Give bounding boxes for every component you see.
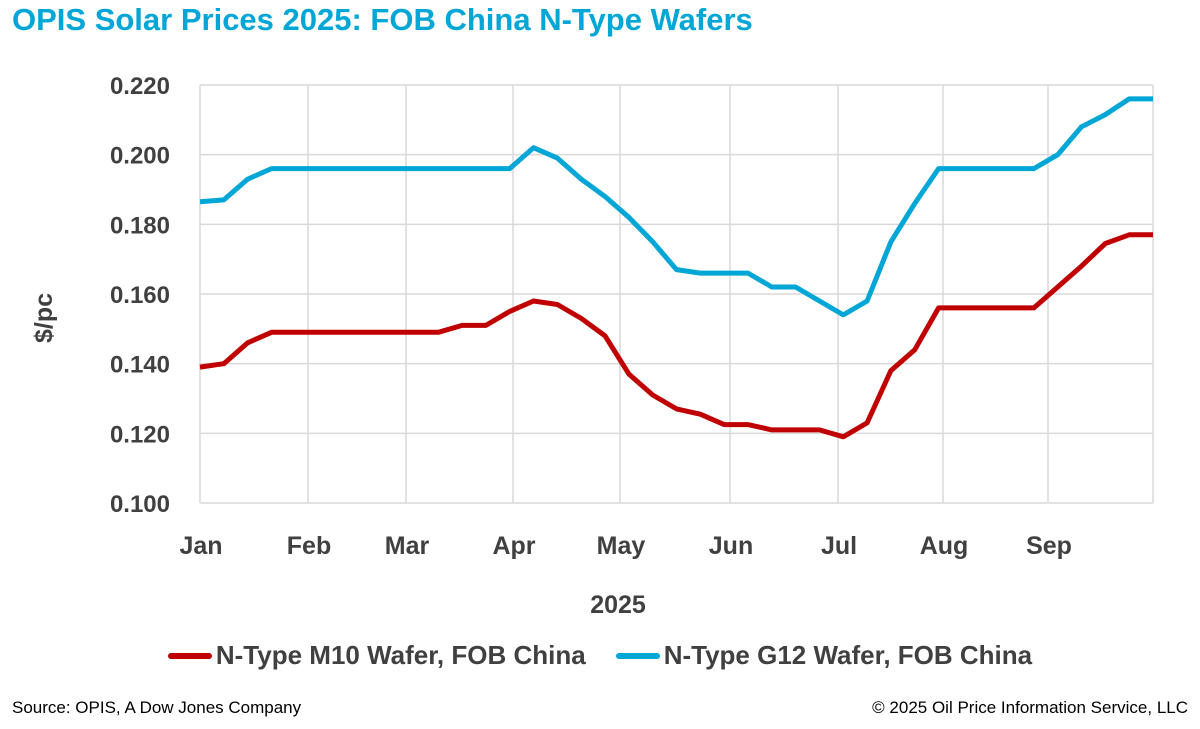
legend-swatch-g12 — [615, 652, 660, 659]
legend-label-m10: N-Type M10 Wafer, FOB China — [215, 640, 586, 670]
legend-label-g12: N-Type G12 Wafer, FOB China — [663, 640, 1033, 670]
y-tick-label: 0.140 — [110, 352, 170, 379]
legend-item-g12[interactable]: N-Type G12 Wafer, FOB China — [615, 640, 1033, 671]
x-tick-label: Feb — [287, 532, 331, 560]
y-tick-label: 0.160 — [110, 282, 170, 309]
legend-swatch-m10 — [167, 652, 212, 659]
gridlines — [199, 84, 1154, 504]
copyright-note: © 2025 Oil Price Information Service, LL… — [872, 698, 1188, 717]
y-tick-label: 0.100 — [110, 491, 170, 518]
series-lines — [199, 96, 1153, 440]
chart-title: OPIS Solar Prices 2025: FOB China N-Type… — [12, 2, 753, 37]
series-line-m10 — [199, 232, 1153, 440]
x-axis-label: 2025 — [590, 591, 646, 619]
y-tick-label: 0.180 — [110, 212, 170, 239]
y-tick-label: 0.120 — [110, 421, 170, 448]
x-tick-label: Apr — [492, 532, 535, 560]
x-tick-label: May — [597, 532, 646, 560]
source-note: Source: OPIS, A Dow Jones Company — [12, 698, 302, 717]
legend-item-m10[interactable]: N-Type M10 Wafer, FOB China — [167, 640, 586, 671]
y-axis-ticks: 0.100 0.120 0.140 0.160 0.180 0.200 0.220 — [110, 73, 170, 518]
y-axis-label: $/pc — [30, 293, 58, 343]
legend: N-Type M10 Wafer, FOB China N-Type G12 W… — [0, 640, 1200, 671]
x-tick-label: Mar — [385, 532, 430, 560]
x-tick-label: Jul — [821, 532, 857, 560]
x-axis-ticks: Jan Feb Mar Apr May Jun Jul Aug Sep — [179, 532, 1071, 560]
x-tick-label: Sep — [1026, 532, 1072, 560]
y-tick-label: 0.220 — [110, 73, 170, 100]
x-tick-label: Jun — [709, 532, 753, 560]
series-line-g12 — [199, 96, 1153, 318]
y-tick-label: 0.200 — [110, 143, 170, 170]
x-tick-label: Aug — [920, 532, 969, 560]
x-tick-label: Jan — [179, 532, 222, 560]
